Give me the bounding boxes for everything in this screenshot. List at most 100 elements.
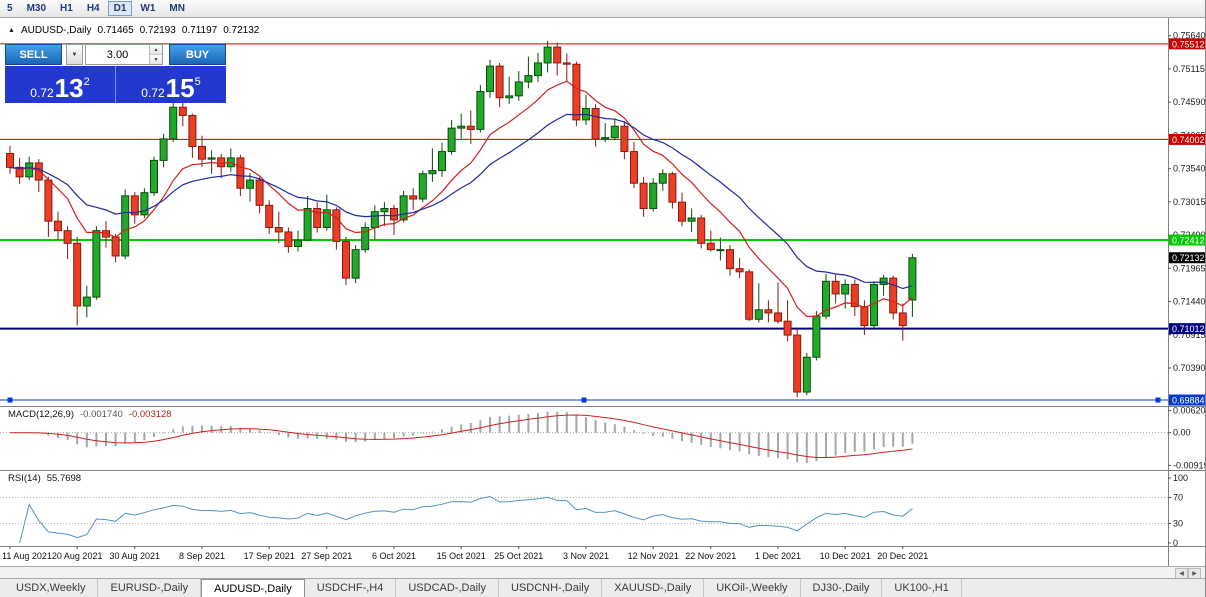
volume-spinner: ▲ ▼	[149, 45, 162, 64]
svg-text:0.71012: 0.71012	[1172, 324, 1205, 334]
ma-fast-red	[9, 80, 913, 318]
svg-text:0.00: 0.00	[1173, 428, 1191, 438]
timeframe-button-w1[interactable]: W1	[140, 3, 156, 14]
svg-text:0.69884: 0.69884	[1172, 396, 1205, 406]
timeframe-button-5[interactable]: 5	[7, 3, 13, 14]
price-chart: 0.756400.751150.745900.740650.735400.730…	[0, 18, 1206, 406]
ohlc-close: 0.72132	[223, 25, 260, 36]
sell-button[interactable]: SELL	[5, 44, 62, 65]
price-axis: 0.756400.751150.745900.740650.735400.730…	[1168, 31, 1206, 406]
buy-price-sup: 5	[194, 76, 201, 88]
one-click-trade-panel: SELL ▼ 3.00 ▲ ▼ BUY 0.72 13 2 0.72 15 5	[5, 44, 226, 103]
tab-usdx-weekly[interactable]: USDX,Weekly	[4, 579, 99, 597]
ohlc-open: 0.71465	[97, 25, 134, 36]
sell-price-sup: 2	[83, 76, 90, 88]
svg-text:0.75512: 0.75512	[1172, 39, 1205, 49]
panel-collapse-icon[interactable]: ▲	[8, 27, 15, 34]
timeframe-toolbar: 5 M30 H1 H4 D1 W1 MN	[0, 0, 1205, 18]
sell-price-small: 0.72	[30, 86, 54, 100]
price-tag-0.75512: 0.75512	[1169, 38, 1205, 50]
svg-text:0.70390: 0.70390	[1173, 363, 1206, 373]
candles	[6, 40, 917, 398]
price-tag-0.74002: 0.74002	[1169, 133, 1205, 145]
macd-histogram	[18, 411, 914, 463]
tab-dj30-daily[interactable]: DJ30-,Daily	[801, 579, 883, 597]
svg-text:30 Aug 2021: 30 Aug 2021	[110, 551, 161, 561]
timeframe-button-h1[interactable]: H1	[60, 3, 73, 14]
timeframe-button-d1[interactable]: D1	[107, 1, 133, 16]
tab-scroll-strip: ◀ ▶	[0, 566, 1205, 579]
svg-text:3 Nov 2021: 3 Nov 2021	[563, 551, 609, 561]
svg-text:30: 30	[1173, 519, 1183, 529]
tab-xauusd-daily[interactable]: XAUUSD-,Daily	[602, 579, 705, 597]
sell-price-big: 13	[54, 73, 84, 104]
macd-main-value: -0.001740	[80, 409, 123, 420]
svg-text:0.70915: 0.70915	[1173, 330, 1206, 340]
macd-panel: 0.006201 0.00 -0.00919	[0, 406, 1206, 470]
rsi-line	[19, 495, 913, 544]
ma-slow-blue	[9, 113, 913, 290]
tab-usdcad-daily[interactable]: USDCAD-,Daily	[396, 579, 499, 597]
macd-name: MACD(12,26,9)	[8, 409, 74, 420]
buy-price-small: 0.72	[141, 86, 165, 100]
svg-text:100: 100	[1173, 473, 1188, 483]
svg-text:70: 70	[1173, 493, 1183, 503]
rsi-name: RSI(14)	[8, 473, 41, 484]
svg-text:12 Nov 2021: 12 Nov 2021	[628, 551, 679, 561]
chart-tab-bar: USDX,Weekly EURUSD-,Daily AUDUSD-,Daily USD…	[0, 578, 1205, 597]
ohlc-low: 0.71197	[181, 25, 218, 36]
chart-symbol-period: AUDUSD-,Daily	[20, 25, 92, 36]
svg-text:17 Sep 2021: 17 Sep 2021	[244, 551, 295, 561]
svg-text:11 Aug 2021: 11 Aug 2021	[2, 551, 52, 561]
volume-dropdown[interactable]: ▼	[66, 44, 83, 65]
svg-text:25 Oct 2021: 25 Oct 2021	[494, 551, 543, 561]
tab-usdchf-h4[interactable]: USDCHF-,H4	[305, 579, 397, 597]
chevron-down-icon: ▼	[71, 51, 78, 58]
price-tag-0.71012: 0.71012	[1169, 323, 1205, 335]
svg-text:10 Dec 2021: 10 Dec 2021	[820, 551, 871, 561]
timeframe-button-h4[interactable]: H4	[86, 3, 100, 14]
volume-input[interactable]: 3.00 ▲ ▼	[85, 44, 163, 65]
svg-text:0.74590: 0.74590	[1173, 97, 1206, 107]
volume-value[interactable]: 3.00	[106, 48, 129, 61]
price-tag-0.69884: 0.69884	[1169, 394, 1205, 406]
macd-label: MACD(12,26,9) -0.001740 -0.003128	[8, 409, 172, 420]
svg-text:0.006201: 0.006201	[1173, 406, 1206, 416]
timeframe-button-m30[interactable]: M30	[26, 3, 47, 14]
rsi-panel: 100 70 30 0	[0, 470, 1205, 546]
macd-signal-value: -0.003128	[128, 409, 172, 420]
tab-audusd-daily[interactable]: AUDUSD-,Daily	[201, 579, 305, 597]
buy-price-big: 15	[165, 73, 195, 104]
ohlc-high: 0.72193	[139, 25, 176, 36]
date-axis: 11 Aug 2021 20 Aug 2021 30 Aug 2021 8 Sep 2…	[0, 546, 1205, 566]
tab-eurusd-daily[interactable]: EURUSD-,Daily	[98, 579, 202, 597]
current-price-tag: 0.72132	[1169, 252, 1205, 264]
svg-text:6 Oct 2021: 6 Oct 2021	[372, 551, 416, 561]
macd-signal-line	[9, 414, 913, 458]
svg-text:27 Sep 2021: 27 Sep 2021	[301, 551, 352, 561]
svg-text:20 Aug 2021: 20 Aug 2021	[52, 551, 103, 561]
sell-price[interactable]: 0.72 13 2	[5, 66, 116, 103]
svg-text:8 Sep 2021: 8 Sep 2021	[179, 551, 225, 561]
volume-increase-button[interactable]: ▲	[150, 45, 162, 55]
svg-text:15 Oct 2021: 15 Oct 2021	[437, 551, 486, 561]
hline-0.69884[interactable]	[0, 397, 1168, 403]
volume-decrease-button[interactable]: ▼	[150, 55, 162, 64]
svg-text:0.75640: 0.75640	[1173, 31, 1206, 41]
tab-uk100-h1[interactable]: UK100-,H1	[882, 579, 962, 597]
svg-text:-0.00919: -0.00919	[1173, 460, 1206, 470]
svg-text:22 Nov 2021: 22 Nov 2021	[685, 551, 736, 561]
svg-text:0.73540: 0.73540	[1173, 164, 1206, 174]
buy-button[interactable]: BUY	[169, 44, 226, 65]
svg-text:20 Dec 2021: 20 Dec 2021	[877, 551, 928, 561]
svg-text:0.72132: 0.72132	[1172, 253, 1205, 263]
timeframe-button-mn[interactable]: MN	[169, 3, 185, 14]
tab-usdcnh-daily[interactable]: USDCNH-,Daily	[499, 579, 603, 597]
buy-price[interactable]: 0.72 15 5	[116, 66, 226, 103]
svg-text:0.71440: 0.71440	[1173, 297, 1206, 307]
svg-text:0.74002: 0.74002	[1172, 135, 1205, 145]
svg-text:0.73015: 0.73015	[1173, 197, 1206, 207]
svg-text:1 Dec 2021: 1 Dec 2021	[755, 551, 801, 561]
tab-ukoil-weekly[interactable]: UKOil-,Weekly	[704, 579, 801, 597]
rsi-label: RSI(14) 55.7698	[8, 473, 81, 484]
